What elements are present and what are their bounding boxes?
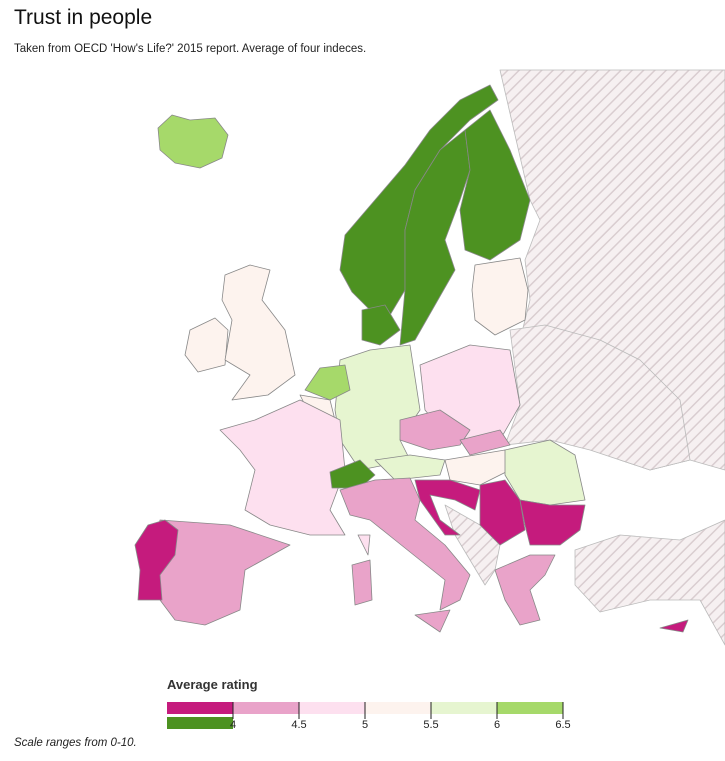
country xyxy=(399,409,471,451)
country xyxy=(471,257,529,336)
legend-title: Average rating xyxy=(167,677,258,692)
country xyxy=(519,499,586,546)
legend-tick-label: 4.5 xyxy=(291,719,306,731)
country xyxy=(219,399,346,536)
country xyxy=(157,114,229,169)
country xyxy=(339,477,471,611)
legend-tick-label: 6 xyxy=(494,719,500,731)
country xyxy=(659,619,689,633)
legend-swatch xyxy=(167,717,233,729)
legend-swatch xyxy=(365,702,431,714)
title: Trust in people xyxy=(14,6,153,29)
country xyxy=(444,449,511,486)
country xyxy=(399,129,471,346)
country xyxy=(304,364,351,401)
map xyxy=(134,69,725,646)
country xyxy=(459,429,511,456)
country xyxy=(459,109,531,261)
country xyxy=(414,609,451,633)
country xyxy=(351,559,373,606)
country xyxy=(329,459,376,489)
legend-tick-label: 5.5 xyxy=(423,719,438,731)
legend: 4 4.5 5 5.5 6 6.5 xyxy=(167,702,571,731)
country xyxy=(479,479,526,546)
legend-swatch xyxy=(167,702,233,714)
country xyxy=(184,317,229,373)
legend-swatch xyxy=(299,702,365,714)
legend-tick-label: 4 xyxy=(230,719,236,731)
footnote: Scale ranges from 0-10. xyxy=(14,737,137,749)
country xyxy=(361,304,401,346)
legend-swatch xyxy=(497,702,563,714)
no-data-region xyxy=(574,519,725,646)
country xyxy=(334,344,421,471)
legend-tick-label: 6.5 xyxy=(555,719,570,731)
legend-swatch xyxy=(431,702,497,714)
country xyxy=(414,479,481,536)
country xyxy=(221,264,296,401)
country xyxy=(357,534,371,556)
country xyxy=(494,554,556,626)
legend-tick-label: 5 xyxy=(362,719,368,731)
subtitle: Taken from OECD 'How's Life?' 2015 repor… xyxy=(14,43,367,55)
country xyxy=(374,454,446,481)
legend-swatch xyxy=(233,702,299,714)
country xyxy=(504,439,586,506)
country xyxy=(134,519,179,601)
